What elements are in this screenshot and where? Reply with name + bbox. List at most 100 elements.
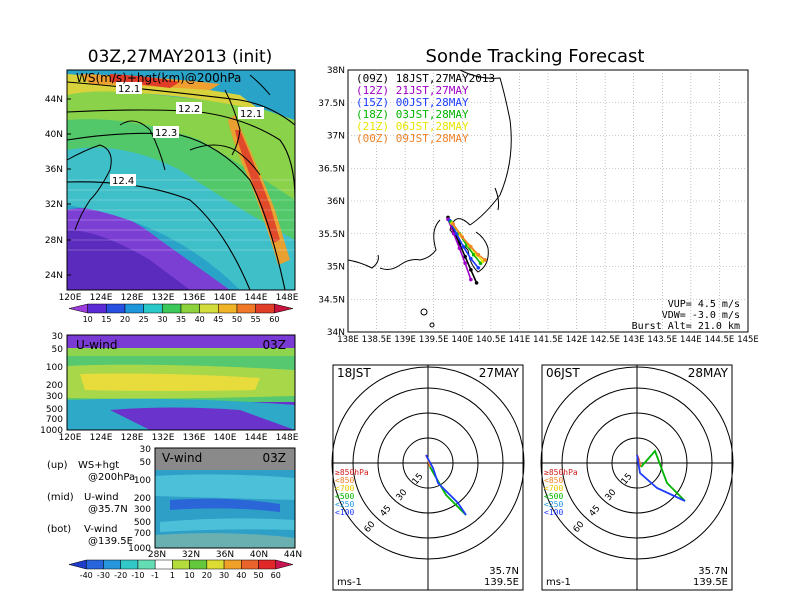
lat-tick-label: 44N	[45, 95, 63, 105]
lon-tick-label: 136E	[183, 293, 206, 303]
track-point	[461, 245, 466, 249]
hodo-date: 27MAY	[479, 366, 520, 380]
pressure-tick-label: 300	[46, 392, 63, 402]
map-panel-label: WS(m/s)+hgt(km)@200hPa	[76, 71, 241, 85]
hodo-time: 18JST	[337, 366, 371, 380]
colorbar-swatch	[255, 303, 275, 314]
track-lat-axis: 38N 37.5N 37N 36.5N 36N 35.5N 35N 34.5N 34N	[318, 66, 345, 338]
hodo-date: 28MAY	[688, 366, 729, 380]
map-lon-axis: 120E 124E 128E 132E 136E 140E 144E 148E	[59, 293, 299, 303]
colorbar-label: 10	[83, 315, 93, 324]
panel-notes: (up) WS+hgt @200hPa (mid) U-wind @35.7N …	[47, 460, 135, 547]
colorbar-swatch	[120, 559, 139, 570]
track-point	[483, 258, 487, 262]
track-point	[463, 261, 467, 266]
colorbar-label: -40	[80, 571, 93, 580]
lon-tick-label: 140E	[214, 433, 237, 443]
contour-label: 12.2	[178, 104, 200, 115]
lon-tick-label: 120E	[59, 433, 82, 443]
level-label: <500	[335, 492, 354, 501]
colorbar-label: -20	[114, 571, 127, 580]
track-point	[451, 222, 455, 226]
lat-tick-label: 38N	[327, 66, 345, 76]
lat-tick-label: 32N	[182, 550, 200, 560]
colorbar-swatch	[68, 559, 87, 570]
u-panel-label: U-wind	[76, 338, 117, 352]
lat-tick-label: 34.5N	[318, 295, 345, 305]
track-point	[474, 281, 479, 285]
lat-tick-label: 32N	[45, 200, 63, 210]
v-panel-time: 03Z	[263, 451, 287, 465]
level-label: ≥850hPa	[335, 468, 369, 477]
pressure-tick-label: 700	[46, 415, 63, 425]
colorbar-swatch	[258, 559, 277, 570]
lon-tick-label: 132E	[152, 293, 175, 303]
legend-entry: (12Z) 21JST,27MAY	[356, 84, 469, 97]
hodograph-trace	[640, 449, 686, 502]
colorbar-swatch	[106, 303, 126, 314]
colorbar-swatch	[172, 559, 190, 570]
lon-tick-label: 143.5E	[647, 335, 677, 345]
legend-entry: (21Z) 06JST,28MAY	[356, 120, 469, 133]
track-lon-axis: 138E 138.5E 139E 139.5E 140E 140.5E 141E 141.5E…	[337, 335, 759, 345]
colorbar-swatch	[274, 303, 294, 314]
note-sub: @200hPa	[88, 472, 135, 483]
pressure-tick-label: 30	[140, 445, 152, 455]
note-sub: @139.5E	[88, 536, 133, 547]
lon-tick-label: 128E	[121, 293, 144, 303]
colorbar-swatch	[218, 303, 238, 314]
contour-label: 12.1	[118, 84, 140, 95]
lon-tick-label: 148E	[276, 433, 299, 443]
lat-tick-label: 40N	[45, 130, 63, 140]
colorbar-swatch	[103, 559, 121, 570]
contour-label: 12.1	[240, 109, 262, 120]
level-label: <100	[544, 508, 563, 517]
lon-tick-label: 140.5E	[476, 335, 506, 345]
colorbar-label: 60	[271, 571, 281, 580]
colorbar-swatch	[241, 559, 259, 570]
note-text: U-wind	[84, 492, 119, 503]
colorbar-label: 55	[251, 315, 261, 324]
level-label: <700	[544, 484, 563, 493]
lat-tick-label: 35.5N	[318, 230, 345, 240]
hodograph-trace	[636, 454, 686, 502]
track-point	[469, 267, 473, 272]
colorbar-swatch	[143, 303, 163, 314]
pressure-tick-label: 700	[134, 529, 151, 539]
lon-tick-label: 138E	[337, 335, 359, 345]
colorbar-label: 20	[120, 315, 130, 324]
lat-tick-label: 37N	[327, 132, 345, 142]
v-colorbar: -40 -30 -20 -10 -1 1 10 20 30 40 50 60	[68, 559, 294, 580]
colorbar-label: 1	[170, 571, 175, 580]
lon-tick-label: 128E	[121, 433, 144, 443]
hodo-lat: 35.7N	[698, 566, 728, 577]
legend-entry: (15Z) 00JST,28MAY	[356, 96, 469, 109]
pressure-tick-label: 30	[52, 332, 64, 342]
colorbar-swatch	[85, 559, 104, 570]
wind-speed-map: 12.1 12.2 12.1 12.3 12.4 WS(m/s)+hgt(km)…	[66, 69, 296, 291]
legend-entry: (00Z) 09JST,28MAY	[356, 132, 469, 145]
colorbar-swatch	[275, 559, 294, 570]
pressure-tick-label: 1000	[128, 544, 151, 554]
vdw-text: VDW= -3.0 m/s	[662, 310, 740, 321]
u-wind-panel: U-wind 03Z	[66, 334, 296, 431]
lat-tick-label: 40N	[250, 550, 268, 560]
track-point	[476, 266, 481, 270]
lon-tick-label: 141.5E	[533, 335, 563, 345]
hodograph-trace	[425, 454, 467, 516]
lat-tick-label: 36N	[216, 550, 234, 560]
colorbar-label: 40	[195, 315, 205, 324]
pressure-tick-label: 500	[46, 405, 63, 415]
colorbar-swatch	[87, 303, 107, 314]
lon-tick-label: 144E	[245, 433, 268, 443]
v-wind-panel: V-wind 03Z	[154, 447, 296, 549]
colorbar-label: 30	[219, 571, 229, 580]
colorbar-swatch	[236, 303, 256, 314]
lon-tick-label: 140E	[451, 335, 473, 345]
lon-tick-label: 141E	[509, 335, 531, 345]
lon-tick-label: 142.5E	[590, 335, 620, 345]
